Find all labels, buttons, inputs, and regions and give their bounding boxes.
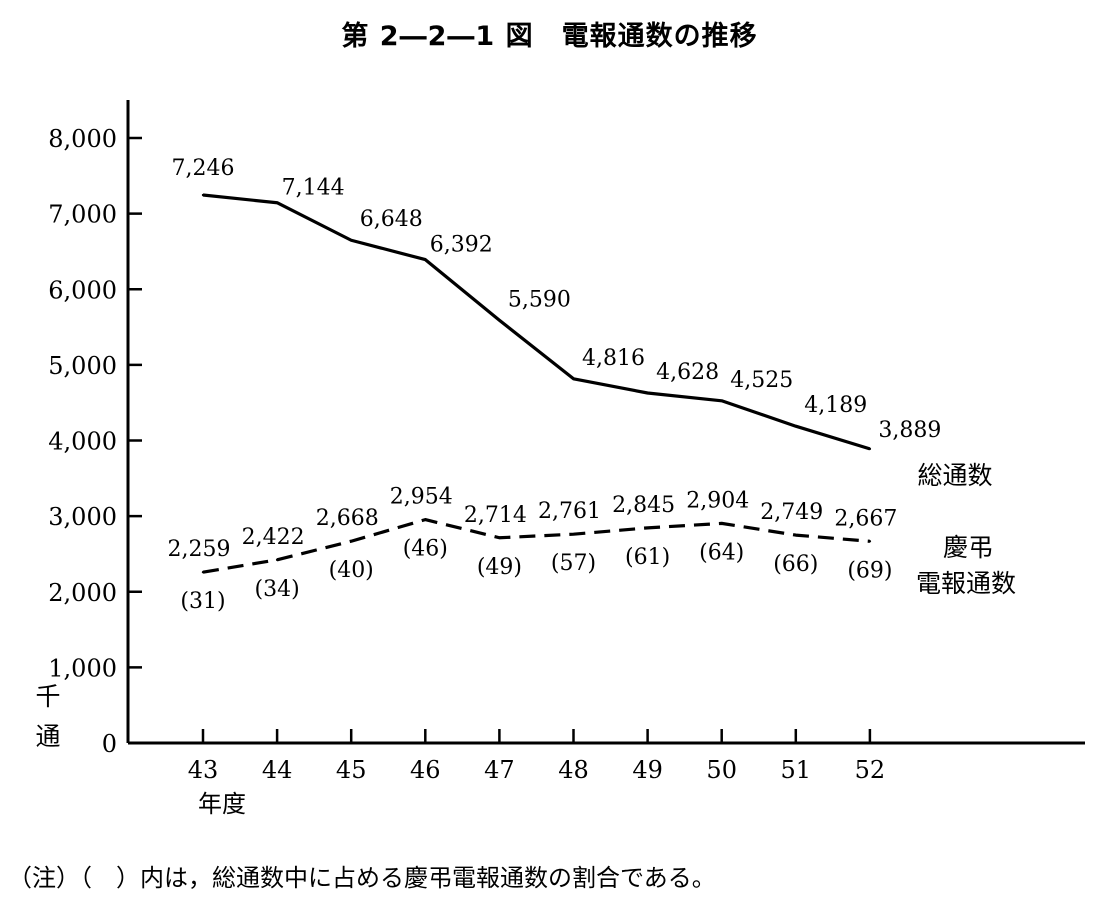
- y-axis-label: 千通: [35, 682, 60, 751]
- y-tick-label: 4,000: [48, 428, 117, 456]
- share-label-congratulatory: (49): [477, 555, 522, 580]
- series-line-total: [202, 193, 871, 451]
- x-tick-label: 49: [632, 756, 663, 784]
- x-tick-label: 51: [781, 756, 812, 784]
- x-axis-ticks: 43 44 45 46 47 48 49 50 51 52: [188, 729, 885, 784]
- y-tick-label: 3,000: [48, 503, 117, 531]
- data-point-congratulatory: [572, 532, 575, 536]
- data-point-total: [424, 258, 427, 261]
- x-axis-label: 年度: [198, 790, 246, 818]
- data-point-congratulatory: [498, 536, 501, 539]
- data-label-total: 3,889: [878, 418, 941, 443]
- y-tick-label: 7,000: [48, 201, 117, 229]
- data-label-congratulatory: 2,714: [464, 503, 527, 528]
- footnote: （注）（ ）内は，総通数中に占める慶弔電報通数の割合である。: [8, 864, 716, 892]
- share-label-congratulatory: (40): [329, 558, 374, 583]
- data-point-congratulatory: [794, 533, 797, 537]
- series-name-line: 電報通数: [916, 569, 1016, 598]
- y-tick-label: 2,000: [48, 579, 117, 607]
- x-tick-label: 46: [410, 756, 441, 784]
- data-label-total: 5,590: [508, 287, 571, 312]
- series-line-congratulatory: [202, 518, 871, 574]
- y-tick-label: 6,000: [48, 276, 117, 304]
- data-point-total: [201, 193, 205, 197]
- data-label-congratulatory: 2,668: [316, 506, 379, 531]
- share-label-congratulatory: (64): [699, 540, 744, 565]
- axes: [126, 100, 1085, 745]
- data-point-congratulatory: [868, 540, 872, 543]
- x-tick-label: 44: [262, 756, 293, 784]
- share-label-congratulatory: (46): [403, 537, 448, 562]
- x-tick-label: 50: [706, 756, 737, 784]
- data-label-congratulatory: 2,954: [390, 485, 453, 510]
- share-label-congratulatory: (34): [255, 577, 300, 602]
- share-label-congratulatory: (69): [847, 558, 892, 583]
- x-tick-label: 48: [558, 756, 589, 784]
- y-tick-label: 0: [102, 730, 117, 758]
- data-label-congratulatory: 2,667: [834, 506, 897, 531]
- y-tick-label: 8,000: [48, 125, 117, 153]
- data-label-total: 6,648: [360, 207, 423, 232]
- data-label-congratulatory: 2,904: [686, 488, 749, 513]
- data-point-total: [498, 319, 501, 322]
- data-labels-layer: 7,246 7,144 6,648 6,392 5,590 4,816 4,628 4,525…: [168, 156, 942, 614]
- y-axis-label-char: 通: [35, 722, 60, 751]
- series-layer: [201, 193, 872, 574]
- data-label-total: 4,816: [582, 346, 645, 371]
- share-label-congratulatory: (61): [625, 545, 670, 570]
- data-point-total: [720, 399, 723, 402]
- share-label-congratulatory: (57): [551, 551, 596, 576]
- y-tick-label: 5,000: [48, 352, 117, 380]
- data-label-total: 7,246: [172, 156, 235, 181]
- data-label-congratulatory: 2,845: [612, 493, 675, 518]
- data-point-congratulatory: [201, 570, 205, 574]
- y-axis-ticks: 0 1,000 2,000 3,000 4,000 5,000 6,000 7,000 8,00…: [48, 125, 142, 758]
- series-name-congratulatory: 慶弔電報通数: [916, 533, 1016, 598]
- data-point-total: [572, 377, 575, 380]
- line-chart: 0 1,000 2,000 3,000 4,000 5,000 6,000 7,000 8,00…: [35, 100, 1085, 818]
- data-label-total: 4,628: [656, 360, 719, 385]
- data-label-total: 4,189: [804, 393, 867, 418]
- x-tick-label: 45: [336, 756, 367, 784]
- data-label-total: 6,392: [430, 233, 493, 258]
- data-label-congratulatory: 2,749: [760, 500, 823, 525]
- data-point-total: [350, 239, 353, 242]
- data-point-total: [646, 391, 649, 395]
- share-label-congratulatory: (66): [773, 552, 818, 577]
- data-label-total: 7,144: [282, 176, 345, 201]
- x-tick-label: 52: [855, 756, 886, 784]
- y-axis-label-char: 千: [35, 682, 60, 711]
- data-point-total: [794, 425, 797, 428]
- share-label-congratulatory: (31): [180, 589, 225, 614]
- data-label-congratulatory: 2,761: [538, 499, 601, 524]
- data-point-congratulatory: [424, 518, 427, 521]
- x-tick-label: 47: [484, 756, 515, 784]
- data-point-total: [275, 201, 279, 204]
- x-tick-label: 43: [188, 756, 219, 784]
- data-point-congratulatory: [646, 526, 649, 530]
- data-label-congratulatory: 2,422: [242, 525, 305, 550]
- chart-title: 第 2―2―1 図 電報通数の推移: [341, 21, 758, 52]
- series-name-line: 慶弔: [943, 533, 993, 562]
- y-tick-label: 1,000: [48, 654, 117, 682]
- data-point-total: [868, 447, 872, 451]
- data-point-congratulatory: [275, 558, 279, 562]
- series-name-total: 総通数: [917, 461, 992, 490]
- data-point-congratulatory: [350, 540, 353, 543]
- data-label-congratulatory: 2,259: [168, 537, 231, 562]
- data-label-total: 4,525: [730, 368, 793, 393]
- data-point-congratulatory: [720, 522, 723, 525]
